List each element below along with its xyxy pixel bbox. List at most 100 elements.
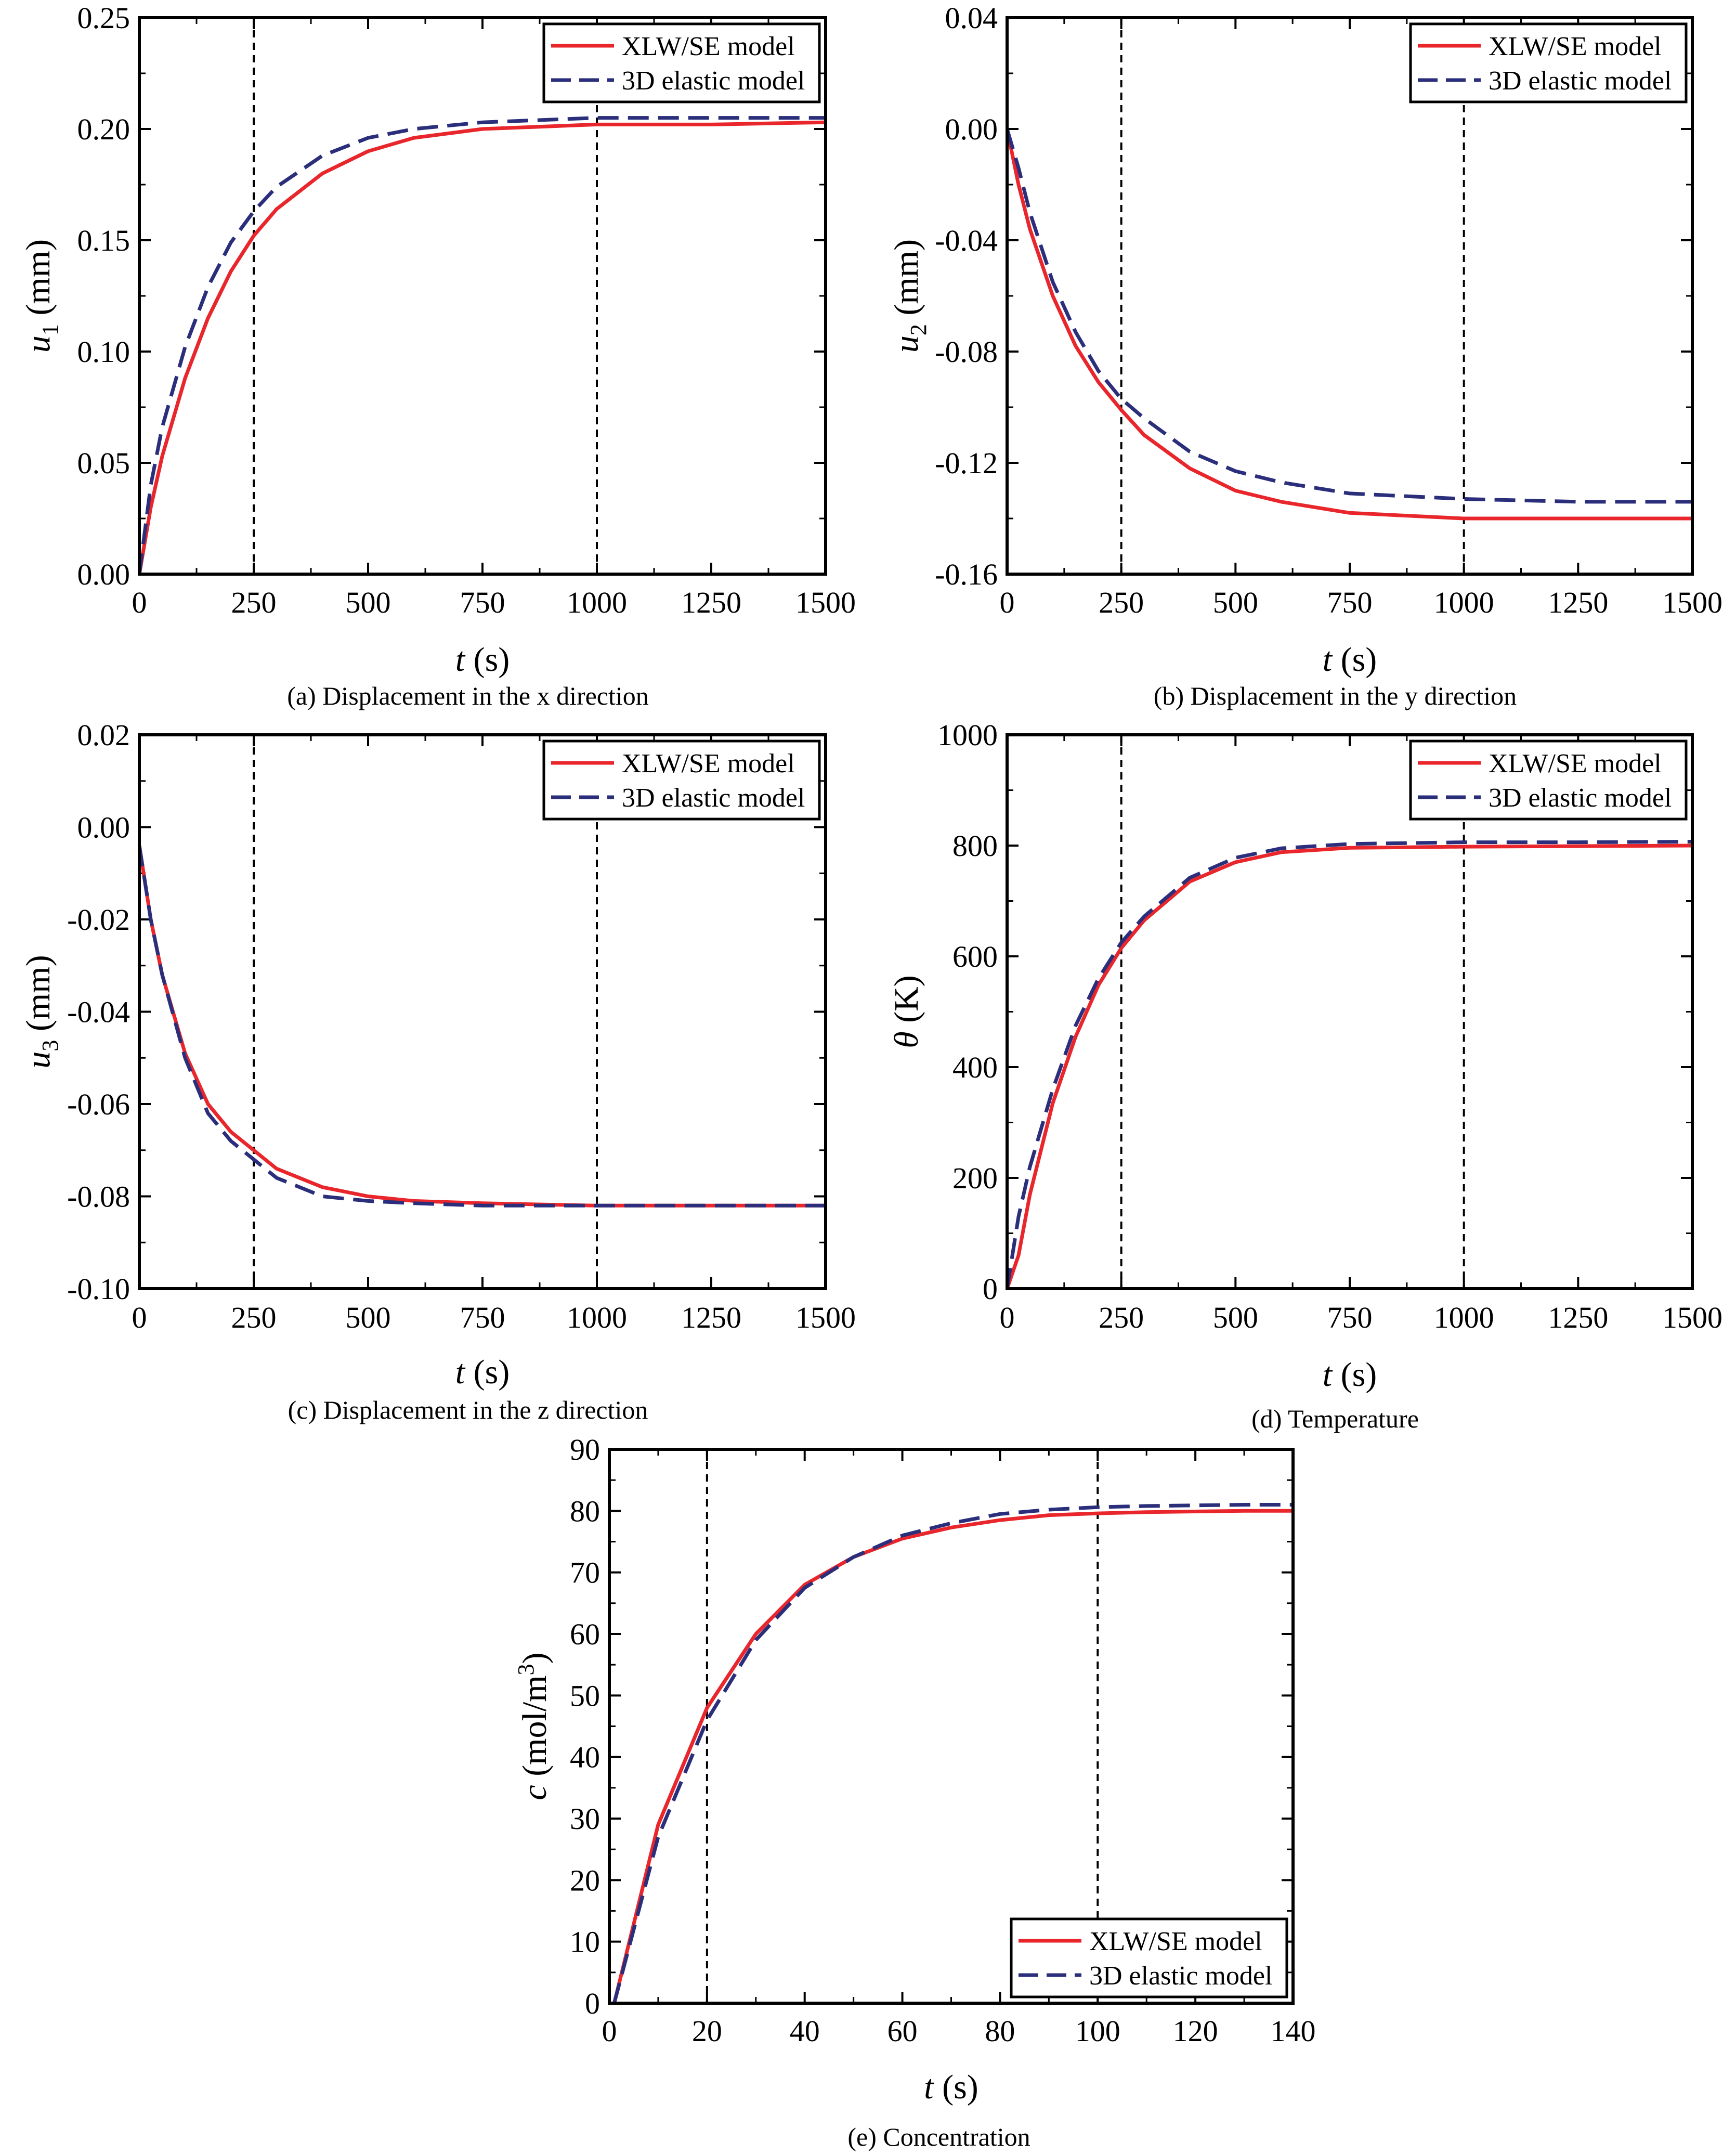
y-tick-label: 0: [585, 1987, 600, 2020]
x-tick-label: 1500: [795, 586, 856, 619]
x-tick-label: 60: [887, 2014, 918, 2048]
series-3d-elastic-line: [612, 1503, 1293, 2003]
x-axis-title: t (s): [455, 1353, 510, 1391]
ticks-a: 0 250 500 750 1000 1250 1500 0.00 0.05 0.10 0.15 0.…: [77, 1, 856, 619]
plot-frame: [608, 1448, 1295, 2005]
y-tick-label: 200: [952, 1161, 998, 1195]
x-tick-label: 250: [231, 1301, 277, 1334]
y-tick-label: 0: [983, 1272, 998, 1306]
legend-label: 3D elastic model: [1489, 66, 1672, 96]
y-axis-title: u3 (mm): [19, 955, 63, 1068]
series-3d-elastic-line: [139, 116, 826, 574]
x-axis-symbol: t: [455, 641, 466, 679]
y-tick-label: 10: [570, 1925, 600, 1959]
y-axis-symbol: u: [887, 335, 925, 353]
y-tick-label: 0.04: [945, 1, 998, 35]
legend: XLW/SE model 3D elastic model: [1409, 22, 1688, 103]
x-tick-label: 1000: [567, 1301, 627, 1334]
x-tick-label: 1250: [681, 586, 741, 619]
y-tick-label: 0.00: [77, 557, 130, 591]
x-tick-label: 40: [790, 2014, 820, 2048]
x-axis-unit: (s): [465, 641, 510, 679]
y-axis-title: u1 (mm): [19, 239, 63, 353]
x-tick-label: 100: [1075, 2014, 1120, 2048]
x-tick-label: 1000: [567, 586, 627, 619]
y-tick-label: 0.25: [77, 1, 130, 35]
panel-caption: (a) Displacement in the x direction: [287, 681, 649, 710]
x-tick-label: 1250: [1548, 586, 1608, 619]
x-axis-symbol: t: [924, 2068, 934, 2106]
y-tick-label: -0.12: [935, 446, 998, 480]
legend: XLW/SE model 3D elastic model: [542, 22, 821, 103]
x-axis-title: t (s): [924, 2068, 978, 2106]
ticks-e: 0 20 40 60 80 100 120 140 0 10 20 30 40 50 60 70 80 90: [570, 1433, 1316, 2048]
series-xlw-se-line: [1007, 128, 1692, 521]
y-tick-label: -0.06: [67, 1087, 130, 1121]
panel-c: 0 250 500 750 1000 1250 1500 -0.10 -0.08 -0.06 -0.…: [19, 718, 856, 1424]
series-xlw-se-line: [139, 845, 826, 1208]
x-axis-unit: (s): [1332, 641, 1377, 679]
legend-box: [542, 739, 821, 821]
legend-label: XLW/SE model: [622, 32, 795, 61]
y-axis-superscript: 3: [513, 1664, 539, 1675]
y-tick-label: 90: [570, 1433, 600, 1467]
x-tick-label: 1000: [1434, 1301, 1494, 1334]
series-3d-elastic-line: [1007, 128, 1692, 504]
x-tick-label: 1500: [1662, 586, 1722, 619]
x-tick-label: 750: [460, 1301, 505, 1334]
series-xlw-se-line: [139, 120, 826, 574]
y-tick-label: 0.00: [945, 112, 998, 146]
y-tick-label: 80: [570, 1494, 600, 1528]
legend-box: [542, 22, 821, 103]
x-axis-unit: (s): [1332, 1356, 1377, 1394]
x-tick-label: 0: [1000, 586, 1015, 619]
x-axis-symbol: t: [455, 1353, 466, 1391]
x-tick-label: 750: [1327, 1301, 1373, 1334]
legend-label: XLW/SE model: [1489, 749, 1662, 778]
y-tick-label: 20: [570, 1863, 600, 1897]
y-axis-subscript: 3: [37, 1040, 63, 1052]
y-tick-label: -0.04: [935, 224, 998, 257]
y-tick-label: -0.08: [67, 1180, 130, 1214]
y-tick-label: -0.08: [935, 335, 998, 369]
y-tick-label: 50: [570, 1679, 600, 1712]
x-axis-symbol: t: [1323, 641, 1333, 679]
y-tick-label: -0.16: [935, 557, 998, 591]
series-3d-elastic-line: [139, 845, 826, 1208]
legend-label: XLW/SE model: [622, 749, 795, 778]
x-tick-label: 1000: [1434, 586, 1494, 619]
legend-label: 3D elastic model: [622, 66, 805, 96]
y-tick-label: 0.00: [77, 811, 130, 845]
y-tick-label: 60: [570, 1617, 600, 1651]
panel-a: 0 250 500 750 1000 1250 1500 0.00 0.05 0.10 0.15 0.…: [19, 1, 856, 710]
y-axis-unit: (mm): [19, 955, 57, 1040]
x-tick-label: 1500: [795, 1301, 856, 1334]
y-tick-label: 0.02: [77, 718, 130, 752]
legend-label: 3D elastic model: [1089, 1961, 1272, 1991]
x-axis-unit: (s): [934, 2068, 978, 2106]
y-axis-unit: (mm): [887, 239, 925, 324]
x-tick-label: 0: [602, 2014, 617, 2048]
y-tick-label: -0.10: [67, 1272, 130, 1306]
y-axis-symbol: u: [19, 335, 57, 353]
y-tick-label: 70: [570, 1556, 600, 1590]
y-tick-label: 800: [952, 829, 998, 863]
x-tick-label: 500: [346, 1301, 391, 1334]
y-axis-title: c (mol/m3): [513, 1652, 554, 1800]
y-tick-label: 40: [570, 1741, 600, 1774]
plot-frame: [1006, 16, 1694, 576]
y-tick-label: -0.02: [67, 903, 130, 937]
y-tick-label: 1000: [937, 718, 998, 752]
y-tick-label: 0.10: [77, 335, 130, 369]
x-tick-label: 1500: [1662, 1301, 1722, 1334]
y-axis-subscript: 2: [906, 324, 931, 335]
y-axis-symbol: θ: [887, 1031, 925, 1048]
plot-frame: [1006, 733, 1694, 1290]
y-axis-unit: (K): [887, 975, 925, 1031]
ticks-d: 0 250 500 750 1000 1250 1500 0 200 400 600 800 1000: [937, 718, 1722, 1334]
x-tick-label: 20: [692, 2014, 722, 2048]
legend-label: XLW/SE model: [1089, 1927, 1262, 1956]
x-tick-label: 80: [985, 2014, 1015, 2048]
ticks-b: 0 250 500 750 1000 1250 1500 -0.16 -0.12 -0.08 -0.…: [935, 1, 1722, 619]
